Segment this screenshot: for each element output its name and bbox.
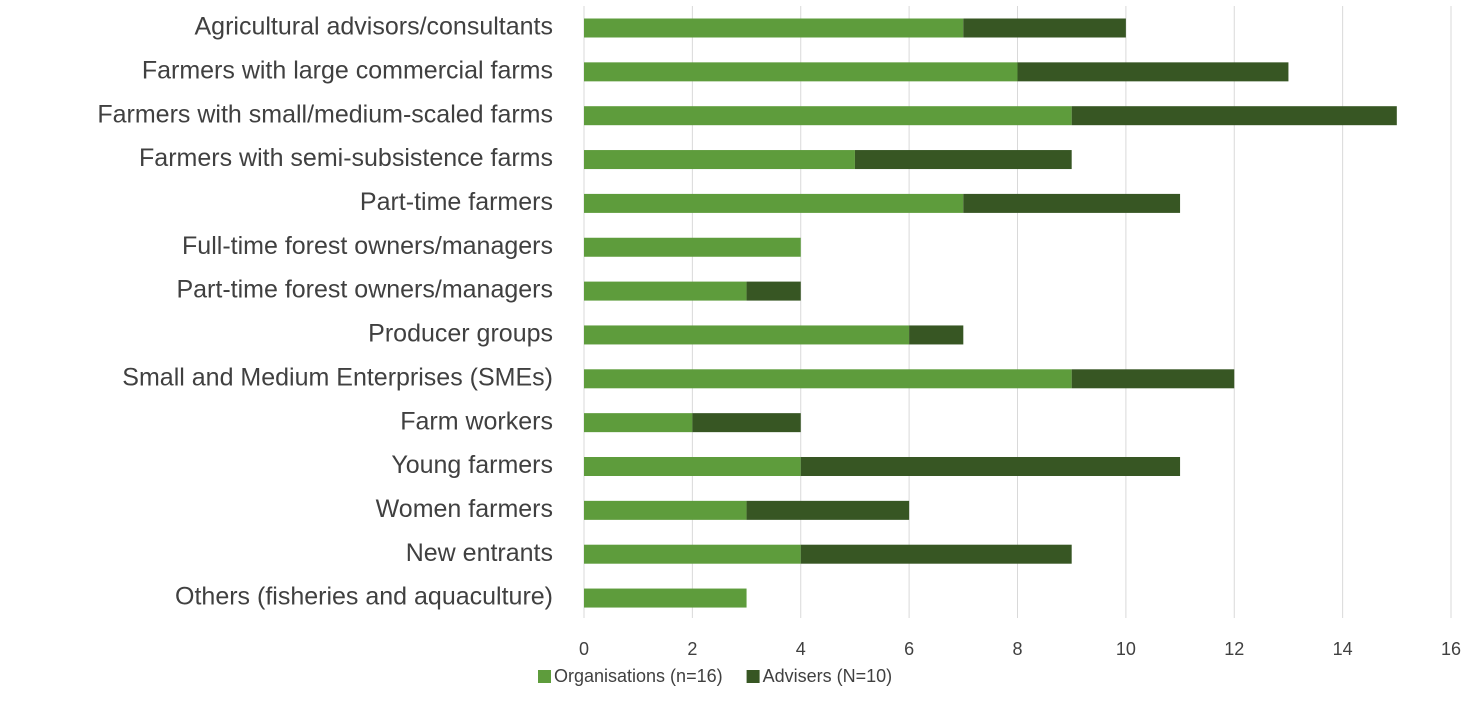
y-tick-label: Young farmers: [391, 451, 553, 479]
bar-segment: [1071, 106, 1397, 126]
bar-segment: [854, 150, 1072, 170]
bar-segment: [584, 193, 964, 213]
x-tick-label: 6: [904, 639, 914, 659]
y-tick-label: New entrants: [406, 539, 553, 567]
y-tick-label: Women farmers: [376, 495, 553, 523]
y-tick-label: Farmers with large commercial farms: [142, 56, 553, 84]
bar-segment: [963, 18, 1126, 38]
bar-segment: [1017, 62, 1289, 82]
y-tick-label: Part-time forest owners/managers: [176, 276, 553, 304]
y-tick-label: Farmers with small/medium-scaled farms: [97, 100, 553, 128]
bar-segment: [746, 500, 910, 520]
bar-segment: [909, 325, 964, 345]
bar-segment: [584, 457, 801, 476]
y-tick-label: Small and Medium Enterprises (SMEs): [122, 363, 553, 391]
y-tick-label: Producer groups: [368, 320, 553, 348]
legend-swatch: [538, 670, 551, 683]
bar-segment: [584, 18, 964, 38]
bar-segment: [800, 544, 1072, 564]
bar-segment: [584, 106, 1072, 126]
x-tick-label: 16: [1441, 639, 1461, 659]
x-tick-label: 12: [1224, 639, 1244, 659]
x-tick-label: 14: [1333, 639, 1353, 659]
legend-label: Organisations (n=16): [554, 666, 723, 686]
y-tick-label: Farmers with semi-subsistence farms: [139, 144, 553, 172]
x-tick-label: 8: [1012, 639, 1022, 659]
bar-segment: [584, 544, 801, 564]
bar-segment: [1071, 369, 1235, 389]
bar-segment: [584, 237, 801, 257]
bar-segment: [746, 281, 801, 301]
y-tick-label: Part-time farmers: [360, 188, 553, 216]
bar-segment: [584, 413, 693, 433]
legend-swatch: [746, 670, 760, 683]
bar-segment: [584, 588, 747, 608]
x-tick-label: 4: [796, 639, 806, 659]
y-tick-label: Others (fisheries and aquaculture): [175, 583, 553, 611]
bar-segment: [800, 457, 1181, 476]
y-tick-label: Full-time forest owners/managers: [182, 232, 553, 260]
bar-segment: [584, 150, 855, 170]
x-tick-label: 2: [687, 639, 697, 659]
legend-label: Advisers (N=10): [763, 666, 893, 686]
bar-segment: [584, 62, 1018, 82]
bar-segment: [692, 413, 801, 433]
bar-segment: [584, 281, 747, 301]
bar-segment: [584, 369, 1072, 389]
bar-segment: [963, 193, 1181, 213]
x-tick-label: 10: [1116, 639, 1136, 659]
x-tick-label: 0: [579, 639, 589, 659]
y-tick-label: Farm workers: [400, 407, 553, 435]
y-tick-label: Agricultural advisors/consultants: [195, 13, 554, 41]
bar-segment: [584, 325, 910, 345]
bar-segment: [584, 500, 747, 520]
